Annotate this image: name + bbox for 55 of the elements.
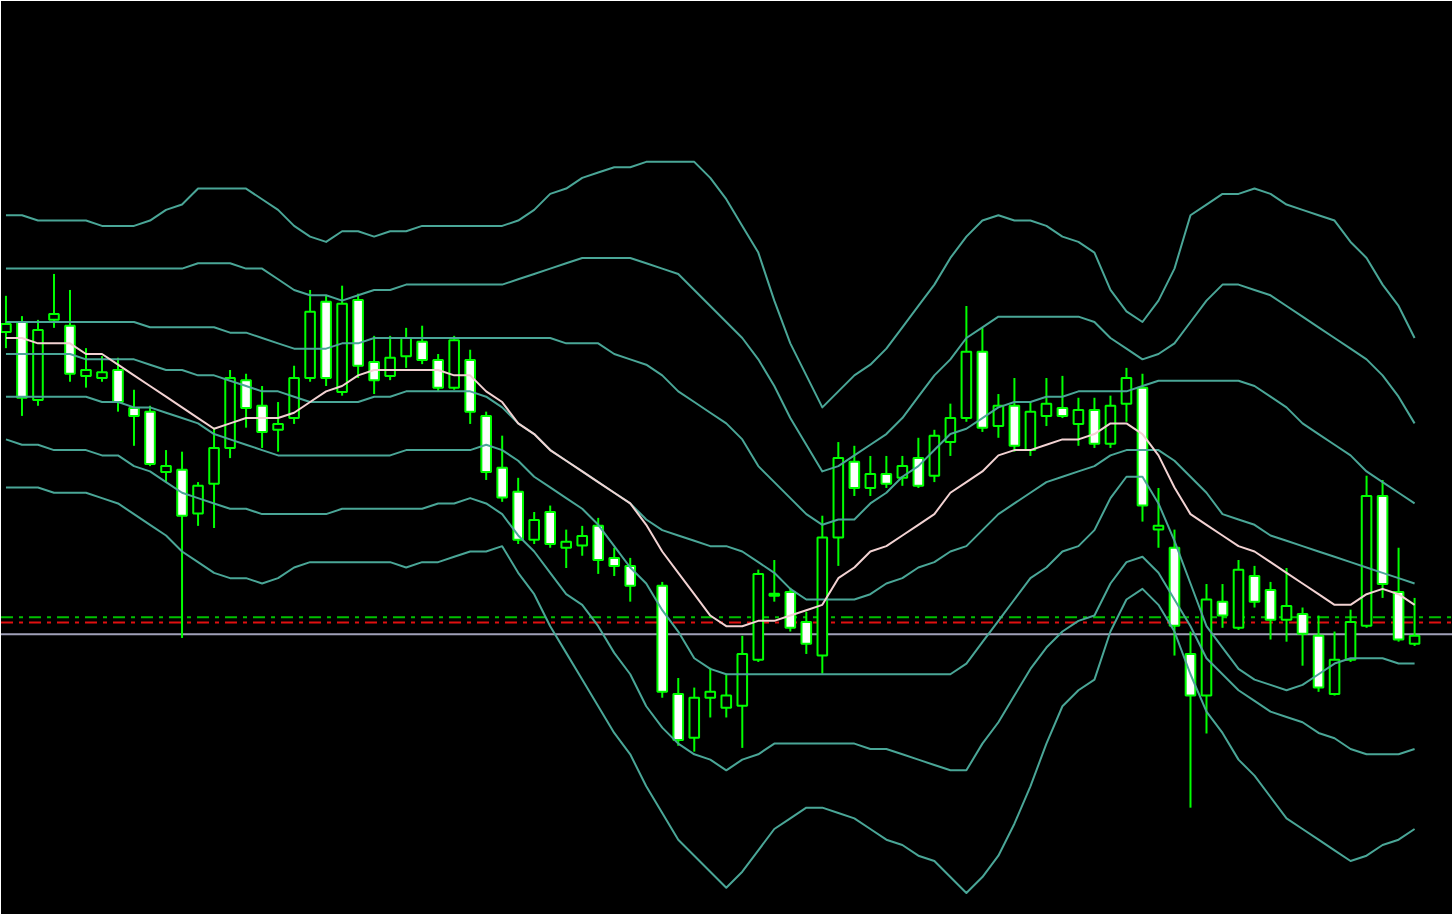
candlestick: [768, 559, 781, 603]
candlestick: [496, 434, 508, 503]
candlestick: [544, 504, 556, 549]
candlestick: [368, 334, 380, 396]
candlestick: [448, 334, 460, 391]
candlestick: [624, 556, 637, 603]
candlestick: [1120, 366, 1133, 423]
candlestick: [528, 510, 540, 546]
candlestick: [416, 324, 428, 366]
candlestick: [1408, 596, 1421, 647]
candlestick: [288, 364, 300, 425]
candlestick: [256, 385, 268, 449]
candlestick: [1296, 606, 1309, 667]
candlestick: [240, 372, 252, 429]
candlestick: [384, 334, 396, 382]
candlestick: [1264, 580, 1277, 641]
candlestick: [1344, 608, 1357, 663]
candlestick: [1280, 567, 1293, 643]
candlestick: [592, 516, 605, 575]
candlestick: [1328, 630, 1341, 697]
candlestick: [432, 353, 444, 393]
candlestick: [400, 326, 412, 369]
candlestick: [720, 672, 733, 719]
candlestick: [1088, 396, 1101, 449]
candlestick: [48, 272, 60, 329]
candlestick: [688, 686, 701, 753]
candlestick: [864, 454, 877, 497]
candlestick: [1152, 486, 1165, 549]
candlestick: [176, 450, 188, 639]
candlestick: [192, 481, 204, 527]
candlestick: [112, 356, 124, 413]
candlestick: [1008, 377, 1021, 453]
candlestick: [1072, 396, 1085, 447]
candlestick: [576, 524, 589, 557]
candlestick: [1392, 546, 1405, 643]
candlestick: [704, 666, 717, 719]
candlestick: [880, 454, 893, 489]
candlestick: [1024, 401, 1037, 457]
candlestick: [128, 388, 140, 447]
candlestick: [848, 444, 861, 497]
candlestick: [208, 426, 220, 529]
candlestick: [608, 546, 621, 578]
candlestick: [672, 676, 685, 747]
candlestick: [1104, 394, 1117, 449]
candlestick: [800, 610, 813, 655]
candlestick: [272, 401, 284, 453]
candlestick: [80, 347, 92, 389]
candlestick: [1248, 564, 1261, 609]
candlestick: [160, 449, 172, 484]
candlestick: [1056, 374, 1069, 420]
candlestick: [96, 355, 108, 383]
candlestick: [560, 528, 573, 570]
candlestick: [1216, 583, 1229, 629]
candlestick: [928, 428, 941, 484]
candlestick: [1040, 377, 1053, 428]
